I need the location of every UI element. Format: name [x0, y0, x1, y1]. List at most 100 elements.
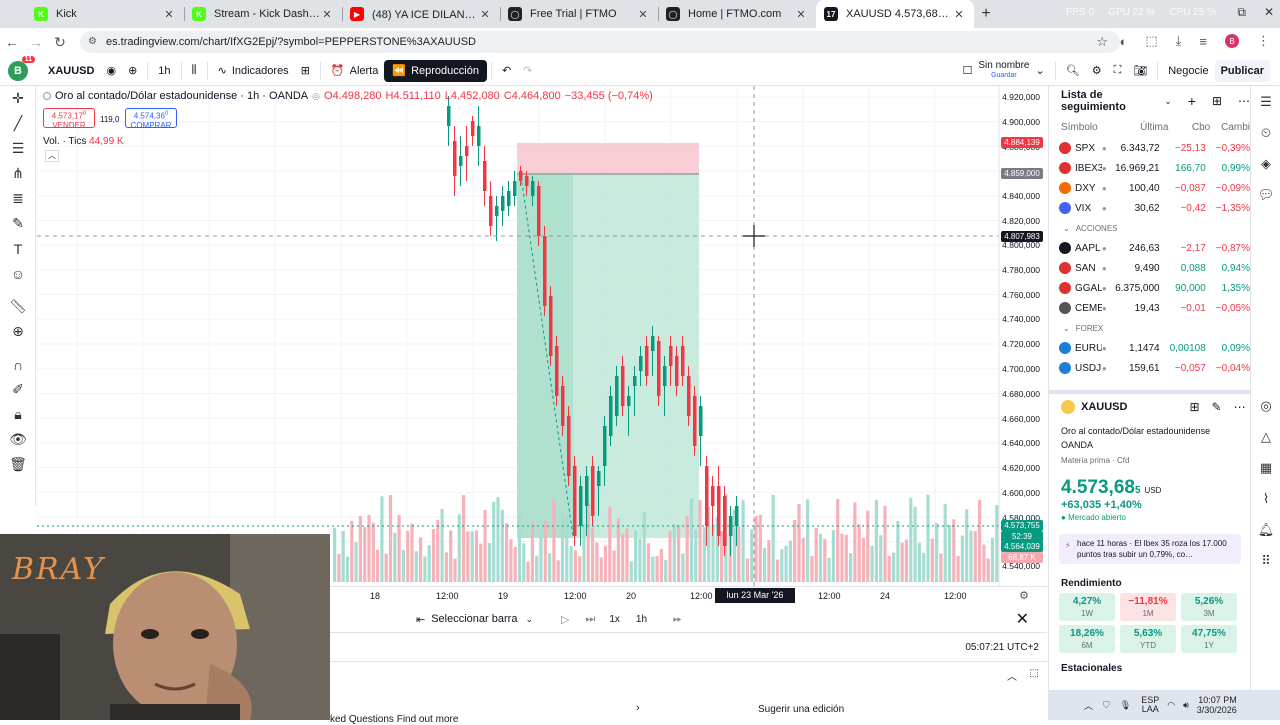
time-axis[interactable]: lun 23 Mar '26 00:00 ⚙ 18 12:00 19 12:00 20 1… [330, 586, 1047, 615]
watchlist-row[interactable]: IBEX35● 16.969,21 166,70 0,99% [1049, 158, 1250, 178]
trend-line-icon[interactable]: ╱ [13, 115, 23, 131]
more-icon[interactable]: ⋯ [1238, 94, 1250, 108]
grid-icon[interactable]: ⊞ [1189, 400, 1200, 414]
suggest-edit-link[interactable]: Sugerir una edición [758, 704, 845, 715]
sell-button[interactable]: 4.573,170 VENDER [43, 108, 95, 130]
browser-tab[interactable]: ◯ Free Trial | FTMO ✕ [500, 0, 658, 28]
buy-button[interactable]: 4.574,360 COMPRAR [125, 108, 177, 130]
close-tab-icon[interactable]: ✕ [638, 8, 648, 21]
playlist-icon[interactable]: ≡ [1199, 33, 1207, 49]
chevron-up-icon[interactable]: ︿ [1084, 700, 1094, 711]
browser-tab[interactable]: ◯ Home | FTMO.com ✕ [658, 0, 816, 28]
menu-icon[interactable]: ⋮ [1257, 33, 1270, 48]
zoom-icon[interactable]: ⊕ [12, 323, 24, 339]
download-icon[interactable]: ⤓ [1175, 33, 1182, 48]
watchlist-icon[interactable]: ☰ [1260, 93, 1272, 109]
browser-tab[interactable]: 17 XAUUSD 4.573,685 ▲ +1,4% Si✕ [816, 0, 974, 28]
watchlist-row[interactable]: USDJPY● 159,61 −0,057 −0,04% [1049, 358, 1250, 378]
lock-icon[interactable]: 🔒︎ [14, 406, 22, 422]
close-tab-icon[interactable]: ✕ [480, 8, 490, 21]
ruler-icon[interactable]: 📏︎ [9, 298, 27, 314]
shield-icon[interactable]: ⛉ [1103, 699, 1110, 710]
axis-settings-icon[interactable]: ⚙ [1019, 590, 1029, 602]
play-icon[interactable]: ▷ [560, 613, 570, 626]
camera-icon[interactable]: 📷︎ [1133, 65, 1148, 77]
emoji-icon[interactable]: ☺ [10, 265, 26, 282]
publish-button[interactable]: Publicar [1214, 59, 1270, 82]
table-icon[interactable]: ⊞ [1211, 94, 1222, 108]
select-bar-button[interactable]: ⇤ Seleccionar barra ⌄ [416, 613, 533, 626]
target-icon[interactable]: ◎ [1260, 397, 1272, 413]
site-info-icon[interactable]: ⚙ [88, 36, 97, 47]
bell-icon[interactable]: 🔔︎ [1257, 521, 1275, 537]
brush-icon[interactable]: ✎ [12, 215, 24, 231]
interval-button[interactable]: 1h [152, 60, 176, 82]
browser-tab[interactable]: ▶ (48) YA ICE DILAN ❌ REY✕ [342, 0, 500, 28]
chat-icon[interactable]: 💬︎ [1257, 186, 1275, 202]
add-symbol-icon[interactable]: ⊕ [128, 65, 138, 77]
crosshair-icon[interactable]: ✛ [12, 90, 24, 106]
compare-icon[interactable]: ◉ [106, 65, 117, 77]
new-tab-button[interactable]: + [981, 5, 991, 22]
watchlist-row[interactable]: EURUSD● 1,1474 0,00108 0,09% [1049, 338, 1250, 358]
alerts-clock-icon[interactable]: ⏲ [1260, 124, 1272, 140]
section-stocks[interactable]: ⌄ ACCIONES [1049, 218, 1250, 238]
chevron-right-icon[interactable]: › [636, 702, 640, 714]
settings-icon[interactable]: ⚙ [1091, 65, 1102, 77]
replay-interval-button[interactable]: 1h [635, 613, 648, 625]
magnet-icon[interactable]: ∩ [12, 356, 24, 373]
add-symbol-icon[interactable]: + [1187, 93, 1196, 109]
col-last[interactable]: Última [1140, 121, 1169, 133]
layout-checkbox-icon[interactable]: ☐ [962, 65, 973, 77]
close-tab-icon[interactable]: ✕ [796, 8, 806, 21]
performance-cell[interactable]: 4,27% 1W [1059, 593, 1115, 621]
volume-icon[interactable]: 🔊︎ [1183, 699, 1189, 710]
back-icon[interactable]: ← [5, 34, 19, 50]
more-icon[interactable]: ⋯ [1233, 400, 1246, 414]
details-name[interactable]: Oro al contado/Dólar estadounidense [1061, 426, 1211, 436]
speed-button[interactable]: 1x [609, 613, 620, 625]
language-indicator[interactable]: ESP LAA [1141, 696, 1159, 714]
restore-icon[interactable]: ⧉ [1237, 5, 1246, 19]
eye-icon[interactable]: 👁︎ [9, 431, 27, 447]
chevron-down-icon[interactable]: ⌄ [1035, 65, 1045, 77]
signal-icon[interactable]: ⌇ [1262, 490, 1270, 506]
utc-clock[interactable]: 05:07:21 UTC+2 [965, 642, 1039, 653]
indicators-button[interactable]: ∿ Indicadores [212, 60, 295, 82]
performance-cell[interactable]: −11,81% 1M [1120, 593, 1176, 621]
col-pct[interactable]: Cambi [1221, 121, 1251, 133]
tradingview-logo[interactable]: B 11 [8, 55, 35, 81]
watchlist-row[interactable]: SAN ● 9,490 0,088 0,94% [1049, 258, 1250, 278]
profile-avatar[interactable]: B [1225, 34, 1239, 48]
section-forex[interactable]: ⌄ FOREX [1049, 318, 1250, 338]
apps-grid-icon[interactable]: ⠿ [1261, 552, 1271, 568]
browser-tab[interactable]: K Stream - Kick Dashboard✕ [184, 0, 342, 28]
watchlist-row[interactable]: SPX ● 6.343,72 −25,13 −0,39% [1049, 138, 1250, 158]
symbol-search-button[interactable]: XAUUSD [42, 60, 100, 82]
close-tab-icon[interactable]: ✕ [954, 8, 964, 21]
watchlist-row[interactable]: CEMEX● 19,43 −0,01 −0,05% [1049, 298, 1250, 318]
puzzle-icon[interactable]: ⬚ [1145, 33, 1158, 48]
triangle-icon[interactable]: △ [1261, 428, 1271, 444]
performance-cell[interactable]: 5,26% 3M [1181, 593, 1237, 621]
col-change[interactable]: Cbo [1191, 121, 1211, 133]
fullscreen-icon[interactable]: ⛶ [1113, 64, 1122, 76]
undo-icon[interactable]: ↶ [501, 65, 512, 77]
performance-cell[interactable]: 5,63% YTD [1120, 625, 1176, 653]
bookmark-star-icon[interactable]: ☆ [1096, 34, 1108, 49]
search-icon[interactable]: 🔍︎ [1065, 65, 1080, 77]
horizontal-lines-icon[interactable]: ☰ [11, 140, 25, 156]
reload-icon[interactable]: ↻ [54, 33, 66, 50]
templates-icon[interactable]: ⊞ [300, 65, 310, 77]
watchlist-row[interactable]: VIX ● 30,62 −0,42 −1,35% [1049, 198, 1250, 218]
step-forward-icon[interactable]: ⏭︎ [585, 612, 596, 625]
pencil-lock-icon[interactable]: ✐ [12, 381, 24, 397]
col-symbol[interactable]: Símbolo [1061, 121, 1098, 133]
mic-icon[interactable]: 🎙︎ [1119, 699, 1132, 710]
watchlist-title[interactable]: Lista de seguimiento [1061, 89, 1126, 113]
edit-icon[interactable]: ✎ [1211, 400, 1222, 414]
performance-cell[interactable]: 18,26% 6M [1059, 625, 1115, 653]
text-icon[interactable]: T [13, 240, 23, 257]
close-tab-icon[interactable]: ✕ [322, 8, 332, 21]
collapse-panel-icon[interactable]: ︿ [1007, 672, 1017, 683]
